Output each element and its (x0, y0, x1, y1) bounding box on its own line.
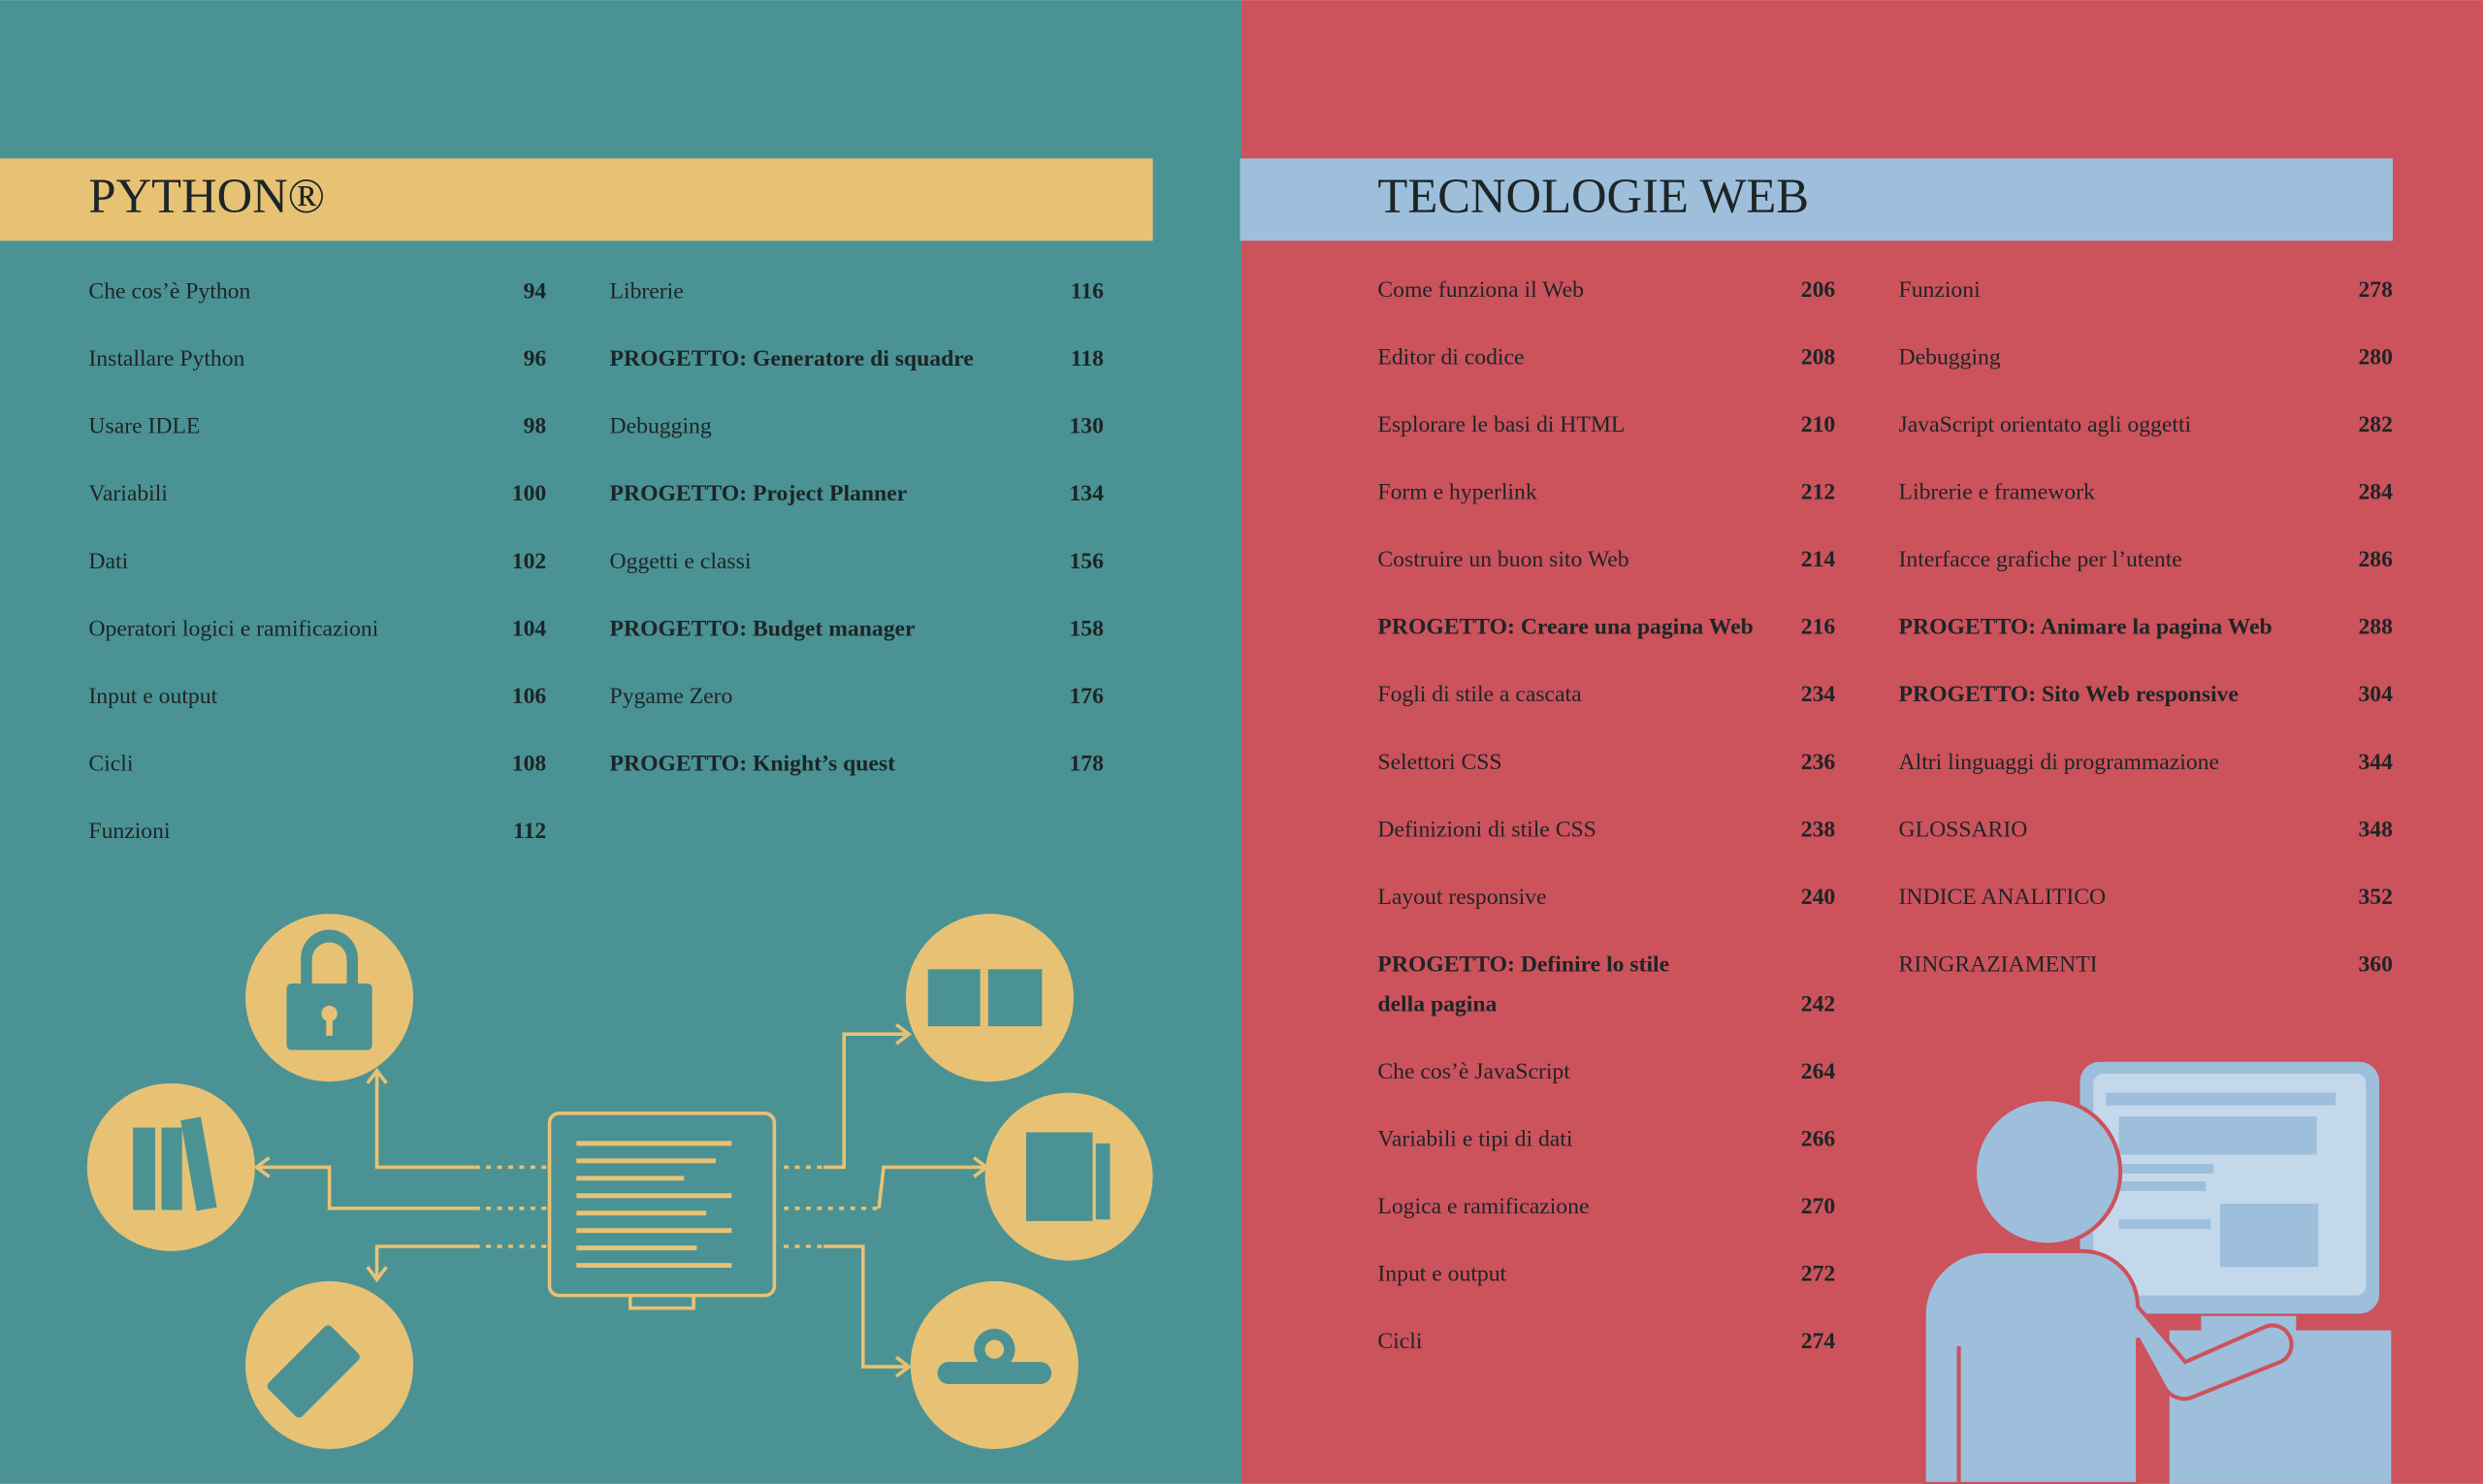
toc-page-number: 266 (1801, 1126, 1836, 1151)
toc-page-number: 348 (2358, 817, 2393, 842)
toc-entry-label: Usare IDLE (88, 414, 200, 439)
toc-page-number: 134 (1069, 481, 1104, 506)
section-title: TECNOLOGIE WEB (1377, 169, 1809, 223)
toc-page-number: 208 (1801, 344, 1836, 370)
toc-page-number: 100 (512, 481, 546, 506)
toc-page-number: 360 (2358, 952, 2392, 977)
toc-page-number: 288 (2358, 615, 2393, 640)
toc-page-number: 96 (524, 346, 547, 371)
toc-entry-label: Cicli (1377, 1329, 1422, 1354)
toc-page-number: 106 (512, 684, 547, 709)
toc-entry-label: Dati (88, 549, 128, 574)
left-banner (0, 158, 1153, 242)
toc-entry-label: Pygame Zero (610, 684, 733, 709)
toc-page-number: 264 (1801, 1059, 1836, 1084)
toc-page-number: 236 (1801, 750, 1836, 775)
toc-entry-label: Operatori logici e ramificazioni (88, 616, 378, 641)
toc-entry-label: RINGRAZIAMENTI (1899, 952, 2098, 977)
toc-entry-label: INDICE ANALITICO (1899, 885, 2107, 910)
toc-page-number: 112 (513, 819, 546, 844)
toc-page-number: 238 (1801, 817, 1836, 842)
toc-page-number: 176 (1069, 684, 1104, 709)
toc-page-number: 158 (1069, 616, 1104, 641)
toc-entry-label: PROGETTO: Budget manager (610, 616, 916, 641)
toc-entry-label: Fogli di stile a cascata (1377, 682, 1582, 707)
toc-page-number: 284 (2358, 480, 2393, 505)
toc-page-number: 270 (1801, 1194, 1835, 1219)
toc-entry-label: PROGETTO: Animare la pagina Web (1899, 615, 2273, 640)
toc-page-number: 286 (2358, 547, 2393, 572)
toc-entry-label: Interfacce grafiche per l’utente (1899, 547, 2182, 572)
toc-entry-label: Input e output (88, 684, 217, 709)
toc-entry-label: JavaScript orientato agli oggetti (1899, 412, 2192, 437)
toc-entry-label: Debugging (1899, 344, 2001, 370)
toc-page-number: 280 (2358, 344, 2392, 370)
toc-entry-label: Debugging (610, 414, 712, 439)
toc-page-number: 304 (2358, 682, 2393, 707)
toc-page-number: 272 (1801, 1261, 1835, 1286)
toc-entry-label: Funzioni (1899, 277, 1982, 303)
toc-entry-label: Input e output (1377, 1261, 1506, 1286)
toc-page-number: 118 (1071, 346, 1104, 371)
toc-entry-label: della pagina (1377, 991, 1497, 1016)
toc-entry-label: Funzioni (88, 819, 171, 844)
toc-entry-label: Come funziona il Web (1377, 277, 1584, 303)
toc-page-number: 352 (2358, 885, 2392, 910)
toc-page-number: 274 (1801, 1329, 1836, 1354)
toc-page-number: 116 (1071, 279, 1104, 305)
web-illustration (1921, 1056, 2392, 1484)
python-illustration (86, 914, 1153, 1449)
toc-page-number: 104 (512, 616, 547, 641)
toc-entry-label: Oggetti e classi (610, 549, 752, 574)
toc-entry-label: Installare Python (88, 346, 244, 371)
right-banner (1240, 158, 2393, 242)
toc-page-number: 216 (1801, 615, 1836, 640)
toc-entry-label: GLOSSARIO (1899, 817, 2028, 842)
toc-page-number: 206 (1801, 277, 1836, 303)
toc-entry-label: Esplorare le basi di HTML (1377, 412, 1625, 437)
toc-entry-label: Librerie (610, 279, 684, 305)
toc-entry-label: PROGETTO: Definire lo stile (1377, 952, 1669, 977)
toc-entry-label: Form e hyperlink (1377, 480, 1536, 505)
toc-entry-label: Che cos’è Python (88, 279, 250, 305)
toc-page-number: 282 (2358, 412, 2392, 437)
toc-page-number: 178 (1069, 751, 1104, 776)
toc-page-number: 102 (512, 549, 546, 574)
toc-entry-label: Altri linguaggi di programmazione (1899, 750, 2219, 775)
toc-page-number: 278 (2358, 277, 2393, 303)
toc-entry-label: Variabili (88, 481, 168, 506)
toc-page-number: 130 (1069, 414, 1103, 439)
toc-page-number: 214 (1801, 547, 1836, 572)
toc-page-number: 156 (1069, 549, 1104, 574)
toc-page-number: 344 (2358, 750, 2393, 775)
toc-entry-label: PROGETTO: Sito Web responsive (1899, 682, 2239, 707)
toc-entry-label: Variabili e tipi di dati (1377, 1126, 1572, 1151)
toc-entry-label: PROGETTO: Project Planner (610, 481, 908, 506)
toc-page-number: 94 (524, 279, 547, 305)
toc-page-number: 98 (524, 414, 547, 439)
toc-entry-label: Costruire un buon sito Web (1377, 547, 1628, 572)
toc-entry-label: Layout responsive (1377, 885, 1546, 910)
toc-entry-label: PROGETTO: Creare una pagina Web (1377, 615, 1753, 640)
toc-entry-label: Librerie e framework (1899, 480, 2095, 505)
toc-page-number: 240 (1801, 885, 1835, 910)
toc-entry-label: Cicli (88, 751, 133, 776)
toc-entry-label: PROGETTO: Generatore di squadre (610, 346, 974, 371)
section-title: PYTHON® (88, 169, 325, 223)
toc-page-number: 210 (1801, 412, 1835, 437)
toc-entry-label: Selettori CSS (1377, 750, 1501, 775)
toc-entry-label: PROGETTO: Knight’s quest (610, 751, 896, 776)
toc-page-number: 242 (1801, 991, 1835, 1016)
toc-page-number: 234 (1801, 682, 1836, 707)
toc-page-number: 108 (512, 751, 547, 776)
toc-entry-label: Editor di codice (1377, 344, 1524, 370)
toc-entry-label: Logica e ramificazione (1377, 1194, 1589, 1219)
toc-entry-label: Che cos’è JavaScript (1377, 1059, 1570, 1084)
toc-page-number: 212 (1801, 480, 1835, 505)
toc-entry-label: Definizioni di stile CSS (1377, 817, 1596, 842)
